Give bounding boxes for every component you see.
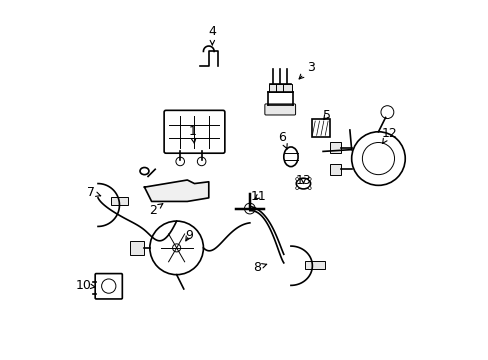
Bar (312, 119, 329, 137)
Text: 11: 11 (250, 190, 266, 203)
Circle shape (295, 187, 298, 190)
Bar (329, 164, 340, 175)
Text: 7: 7 (87, 186, 101, 199)
Polygon shape (144, 180, 208, 202)
Bar (130, 241, 144, 255)
Circle shape (295, 177, 298, 180)
Text: 9: 9 (185, 229, 193, 242)
Bar (329, 143, 340, 153)
Circle shape (172, 244, 180, 252)
Text: 1: 1 (188, 125, 196, 144)
Bar (305, 261, 324, 269)
Text: 10: 10 (76, 279, 95, 292)
Circle shape (308, 177, 310, 180)
Text: 5: 5 (322, 109, 330, 122)
Bar (268, 84, 277, 93)
Circle shape (244, 203, 255, 214)
Text: 3: 3 (299, 61, 314, 79)
Bar (283, 84, 291, 93)
Text: 13: 13 (295, 174, 311, 186)
Text: 2: 2 (149, 204, 163, 217)
Bar (275, 84, 285, 93)
Bar (110, 197, 128, 205)
Circle shape (308, 187, 310, 190)
Text: 4: 4 (208, 25, 216, 45)
FancyBboxPatch shape (95, 274, 122, 299)
Text: 8: 8 (252, 261, 266, 274)
Text: 12: 12 (381, 127, 396, 143)
FancyBboxPatch shape (264, 104, 295, 115)
Text: 6: 6 (278, 131, 286, 149)
FancyBboxPatch shape (164, 111, 224, 153)
